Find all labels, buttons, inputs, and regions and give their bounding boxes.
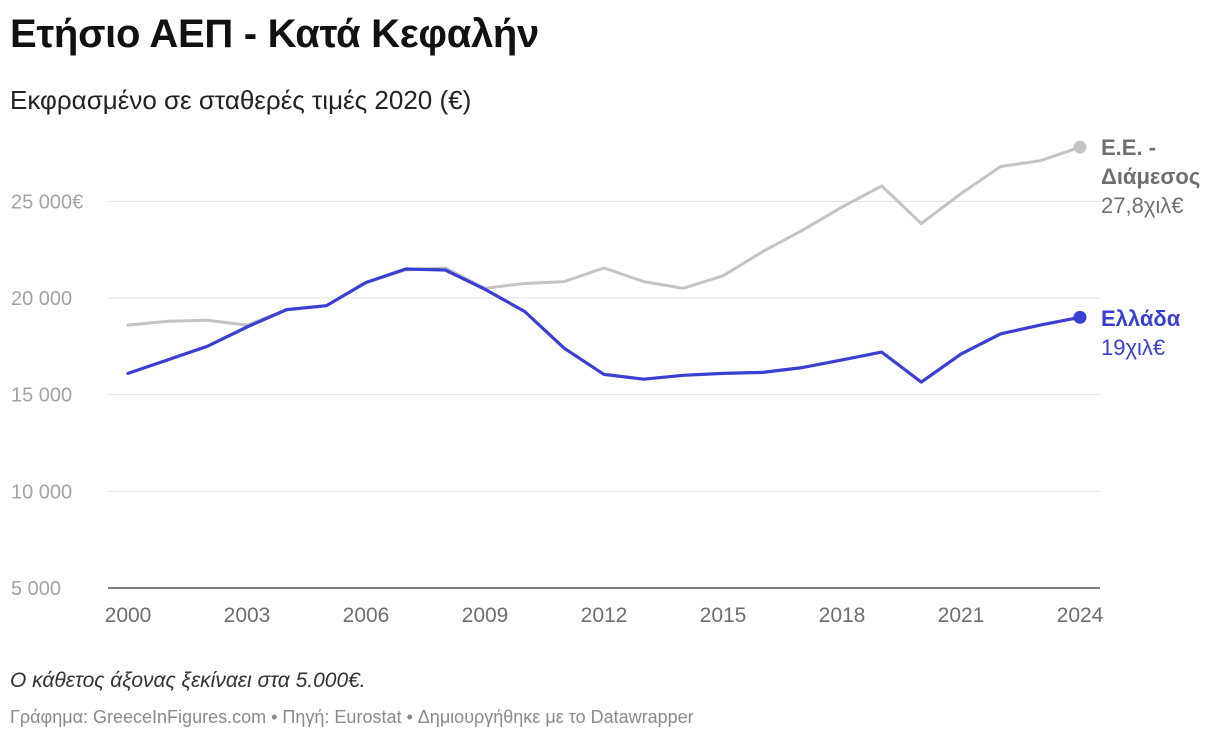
x-axis-ticks: 2000 2003 2006 2009 2012 2015 2018 2021 2024 [105,604,1104,627]
x-tick-label: 2021 [938,604,985,627]
chart-subtitle: Εκφρασμένο σε σταθερές τιμές 2020 (€) [10,85,472,115]
footer-separator: • [266,707,283,727]
series-name-label: Ελλάδα [1101,306,1181,331]
y-tick-label: 20 000 [11,288,72,310]
series-value-label: 27,8χιλ€ [1101,193,1184,218]
y-axis-ticks: 5 000 10 000 15 000 20 000 25 000€ [11,191,83,600]
x-tick-label: 2006 [343,604,390,627]
series-value-label: 19χιλ€ [1101,335,1165,360]
y-tick-label: 15 000 [11,385,72,407]
footer-credits: Γράφημα: GreeceInFigures.com • Πηγή: Eur… [10,707,694,728]
footer-source[interactable]: Πηγή: Eurostat [282,707,402,727]
x-tick-label: 2003 [224,604,271,627]
footer-separator: • [401,707,418,727]
x-tick-label: 2000 [105,604,152,627]
footer-made-with[interactable]: Δημιουργήθηκε με το Datawrapper [417,707,694,727]
series-name-label: Διάμεσος [1101,164,1200,189]
x-tick-label: 2015 [700,604,747,627]
series-line-greece [126,267,1082,384]
y-tick-label: 5 000 [11,578,61,600]
series-end-point [1073,140,1087,154]
series-end-point [1073,310,1087,324]
x-tick-label: 2012 [581,604,628,627]
series-lines [126,140,1087,384]
footer-credit[interactable]: Γράφημα: GreeceInFigures.com [10,707,267,727]
x-tick-label: 2024 [1057,604,1104,627]
series-name-label: Ε.Ε. - [1101,135,1156,160]
series-labels: Ε.Ε. - Διάμεσος 27,8χιλ€ Ελλάδα 19χιλ€ [1101,135,1200,360]
axis-note: Ο κάθετος άξονας ξεκίναει στα 5.000€. [10,669,366,692]
y-tick-label: 25 000€ [11,191,83,213]
gridlines [108,200,1100,589]
y-tick-label: 10 000 [11,481,72,503]
x-tick-label: 2009 [462,604,509,627]
x-tick-label: 2018 [819,604,866,627]
chart-title: Ετήσιο ΑΕΠ - Κατά Κεφαλήν [10,12,540,56]
